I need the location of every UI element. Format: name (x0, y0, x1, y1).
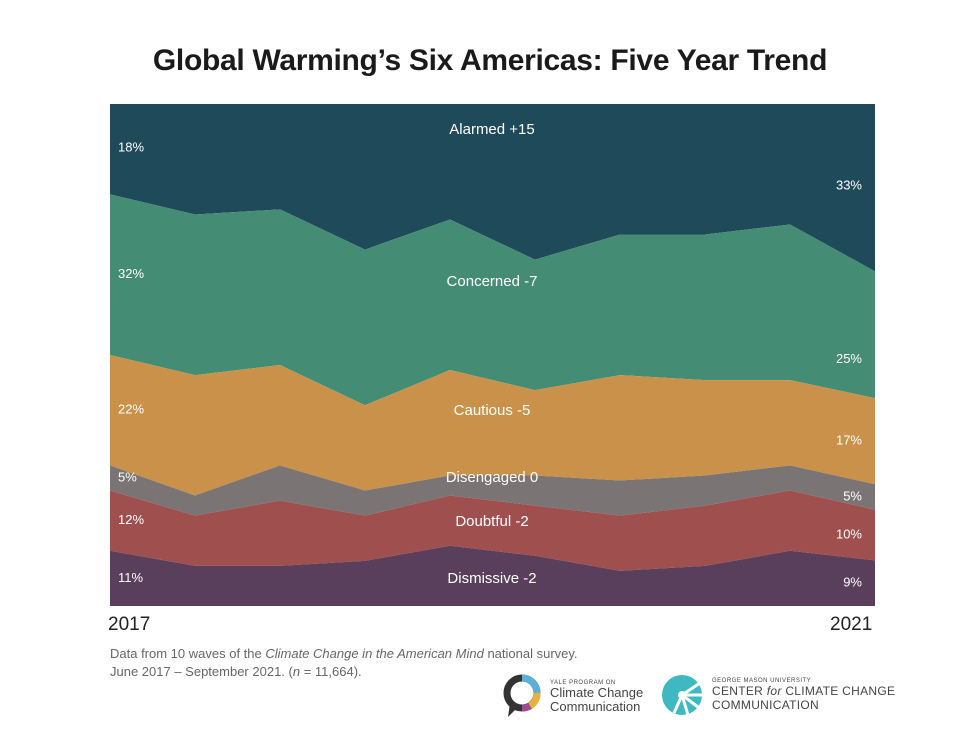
gmu-logo: GEORGE MASON UNIVERSITY CENTER for CLIMA… (660, 673, 895, 717)
area-disengaged (110, 465, 875, 516)
start-label-concerned: 32% (118, 266, 144, 281)
chart-title: Global Warming’s Six Americas: Five Year… (152, 44, 828, 77)
area-dismissive (110, 545, 875, 606)
area-cautious (110, 355, 875, 496)
series-label-doubtful: Doubtful -2 (455, 513, 528, 530)
end-label-cautious: 17% (836, 433, 862, 448)
series-label-disengaged: Disengaged 0 (446, 469, 539, 486)
start-label-cautious: 22% (118, 402, 144, 417)
sun-swirl-icon (662, 675, 702, 716)
area-alarmed (110, 104, 875, 272)
area-concerned (110, 194, 875, 406)
speech-bubble-icon (503, 674, 541, 717)
start-label-doubtful: 12% (118, 512, 144, 527)
end-label-alarmed: 33% (836, 177, 862, 192)
start-label-dismissive: 11% (118, 570, 143, 585)
x-tick-start: 2017 (108, 614, 151, 635)
series-label-dismissive: Dismissive -2 (447, 570, 536, 587)
x-tick-end: 2021 (830, 614, 873, 635)
footnote: Data from 10 waves of the Climate Change… (110, 646, 578, 679)
series-label-concerned: Concerned -7 (447, 273, 538, 290)
yale-logo: YALE PROGRAM ON Climate Change Communica… (502, 673, 643, 721)
end-label-doubtful: 10% (836, 526, 862, 541)
end-label-concerned: 25% (836, 351, 862, 366)
series-label-alarmed: Alarmed +15 (449, 121, 534, 138)
end-label-dismissive: 9% (843, 575, 862, 590)
series-label-cautious: Cautious -5 (454, 402, 531, 419)
area-doubtful (110, 490, 875, 571)
start-label-disengaged: 5% (118, 469, 137, 484)
start-label-alarmed: 18% (118, 139, 144, 154)
end-label-disengaged: 5% (843, 488, 862, 503)
